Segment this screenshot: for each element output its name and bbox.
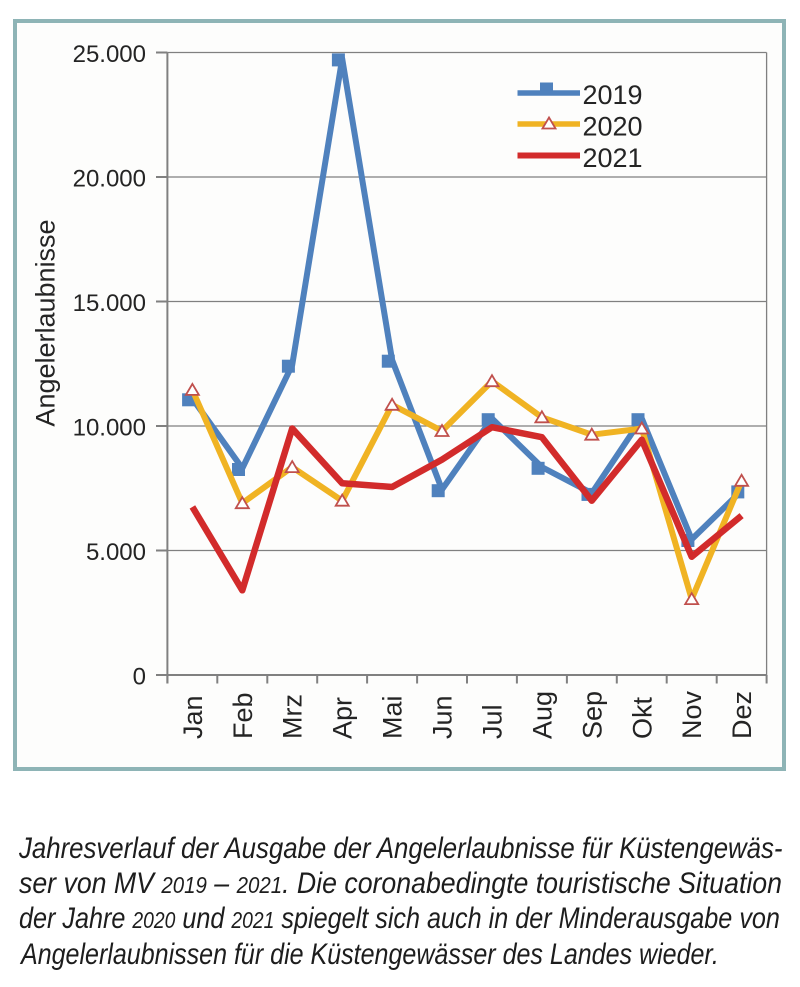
svg-text:25.000: 25.000	[73, 41, 146, 68]
svg-text:Dez: Dez	[727, 691, 757, 739]
svg-text:0: 0	[133, 663, 146, 690]
svg-text:Nov: Nov	[677, 690, 707, 739]
svg-text:Apr: Apr	[328, 697, 358, 739]
svg-text:Mrz: Mrz	[278, 694, 308, 739]
svg-text:2020: 2020	[583, 112, 643, 142]
svg-text:Sep: Sep	[577, 691, 607, 739]
svg-text:5.000: 5.000	[86, 539, 146, 566]
svg-text:2019: 2019	[583, 80, 643, 110]
svg-text:Feb: Feb	[228, 692, 258, 739]
svg-text:Mai: Mai	[378, 695, 408, 739]
svg-text:Jun: Jun	[428, 695, 458, 739]
svg-text:Jul: Jul	[478, 704, 508, 739]
svg-text:15.000: 15.000	[73, 290, 146, 317]
svg-text:20.000: 20.000	[73, 165, 146, 192]
svg-text:Okt: Okt	[627, 696, 657, 739]
svg-text:Angelerlaubnisse: Angelerlaubnisse	[31, 219, 61, 426]
svg-text:Jan: Jan	[178, 695, 208, 739]
svg-text:2021: 2021	[583, 143, 643, 173]
svg-text:10.000: 10.000	[73, 414, 146, 441]
svg-text:Aug: Aug	[527, 691, 557, 739]
